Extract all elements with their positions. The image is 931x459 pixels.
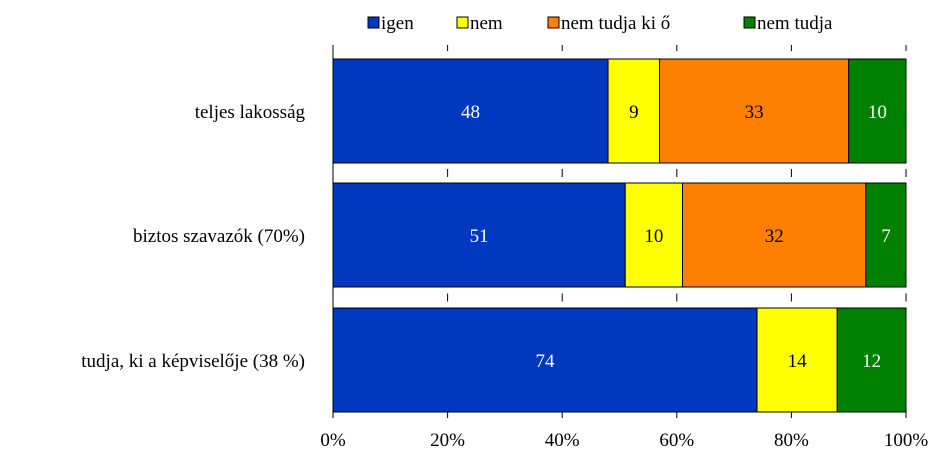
bar-row-teljes-lakossag: 48 9 33 10 xyxy=(332,58,907,164)
x-tick-label: 80% xyxy=(774,430,809,451)
data-label: 9 xyxy=(629,102,639,123)
data-label: 32 xyxy=(765,226,784,247)
bar-nem-tudja-tudja-ki-a-kepviseloje-38 xyxy=(836,307,907,413)
bar-igen-teljes-lakossag xyxy=(332,58,609,164)
legend-label: nem tudja ki ő xyxy=(561,13,670,34)
bar-nem-tudja-ki-o-teljes-lakossag xyxy=(659,58,850,164)
bar-nem-biztos-szavazok-70 xyxy=(624,182,684,288)
data-label: 10 xyxy=(644,226,663,247)
x-tick-label: 0% xyxy=(320,430,346,451)
data-label: 10 xyxy=(868,102,887,123)
bar-igen-biztos-szavazok-70 xyxy=(332,182,626,288)
x-tick-label: 40% xyxy=(545,430,580,451)
legend-label: nem tudja xyxy=(757,13,833,34)
legend-swatch xyxy=(743,16,756,29)
x-tick-label: 100% xyxy=(884,430,929,451)
legend-swatch xyxy=(367,16,380,29)
category-label-teljes-lakossag: teljes lakosság xyxy=(195,102,306,123)
data-label: 12 xyxy=(862,351,881,372)
x-tick-label: 20% xyxy=(430,430,465,451)
category-label-biztos-szavazok-70: biztos szavazók (70%) xyxy=(133,226,305,247)
x-tick-label: 60% xyxy=(659,430,694,451)
bar-nem-tudja-ki-o-biztos-szavazok-70 xyxy=(682,182,867,288)
category-labels: teljes lakosság biztos szavazók (70%) tudj… xyxy=(81,102,305,372)
legend-swatch xyxy=(456,16,469,29)
bars: 48 9 33 10 51 10 32 7 74 14 12 xyxy=(332,58,907,413)
x-axis: 0% 20% 40% 60% 80% 100% xyxy=(320,45,928,451)
legend-item-nem-tudja: nem tudja xyxy=(743,13,833,34)
legend-label: nem xyxy=(470,13,503,34)
bar-row-biztos-szavazok-70: 51 10 32 7 xyxy=(332,182,907,288)
data-label: 7 xyxy=(881,226,891,247)
bar-nem-tudja-biztos-szavazok-70 xyxy=(865,182,907,288)
data-label: 74 xyxy=(536,351,556,372)
data-label: 51 xyxy=(470,226,489,247)
legend-label: igen xyxy=(381,13,414,34)
legend-item-nem: nem xyxy=(456,13,503,34)
bar-nem-tudja-teljes-lakossag xyxy=(848,58,907,164)
bar-nem-teljes-lakossag xyxy=(607,58,661,164)
data-label: 33 xyxy=(745,102,764,123)
category-label-tudja-ki-a-kepviseloje-38: tudja, ki a képviselője (38 %) xyxy=(81,351,305,372)
legend-item-nem-tudja-ki-o: nem tudja ki ő xyxy=(547,13,670,34)
legend: igen nem nem tudja ki ő nem tudja xyxy=(367,13,833,34)
legend-item-igen: igen xyxy=(367,13,414,34)
data-label: 14 xyxy=(788,351,808,372)
legend-swatch xyxy=(547,16,560,29)
data-label: 48 xyxy=(461,102,480,123)
bar-nem-tudja-ki-a-kepviseloje-38 xyxy=(756,307,838,413)
bar-row-tudja-ki-a-kepviseloje-38: 74 14 12 xyxy=(332,307,907,413)
